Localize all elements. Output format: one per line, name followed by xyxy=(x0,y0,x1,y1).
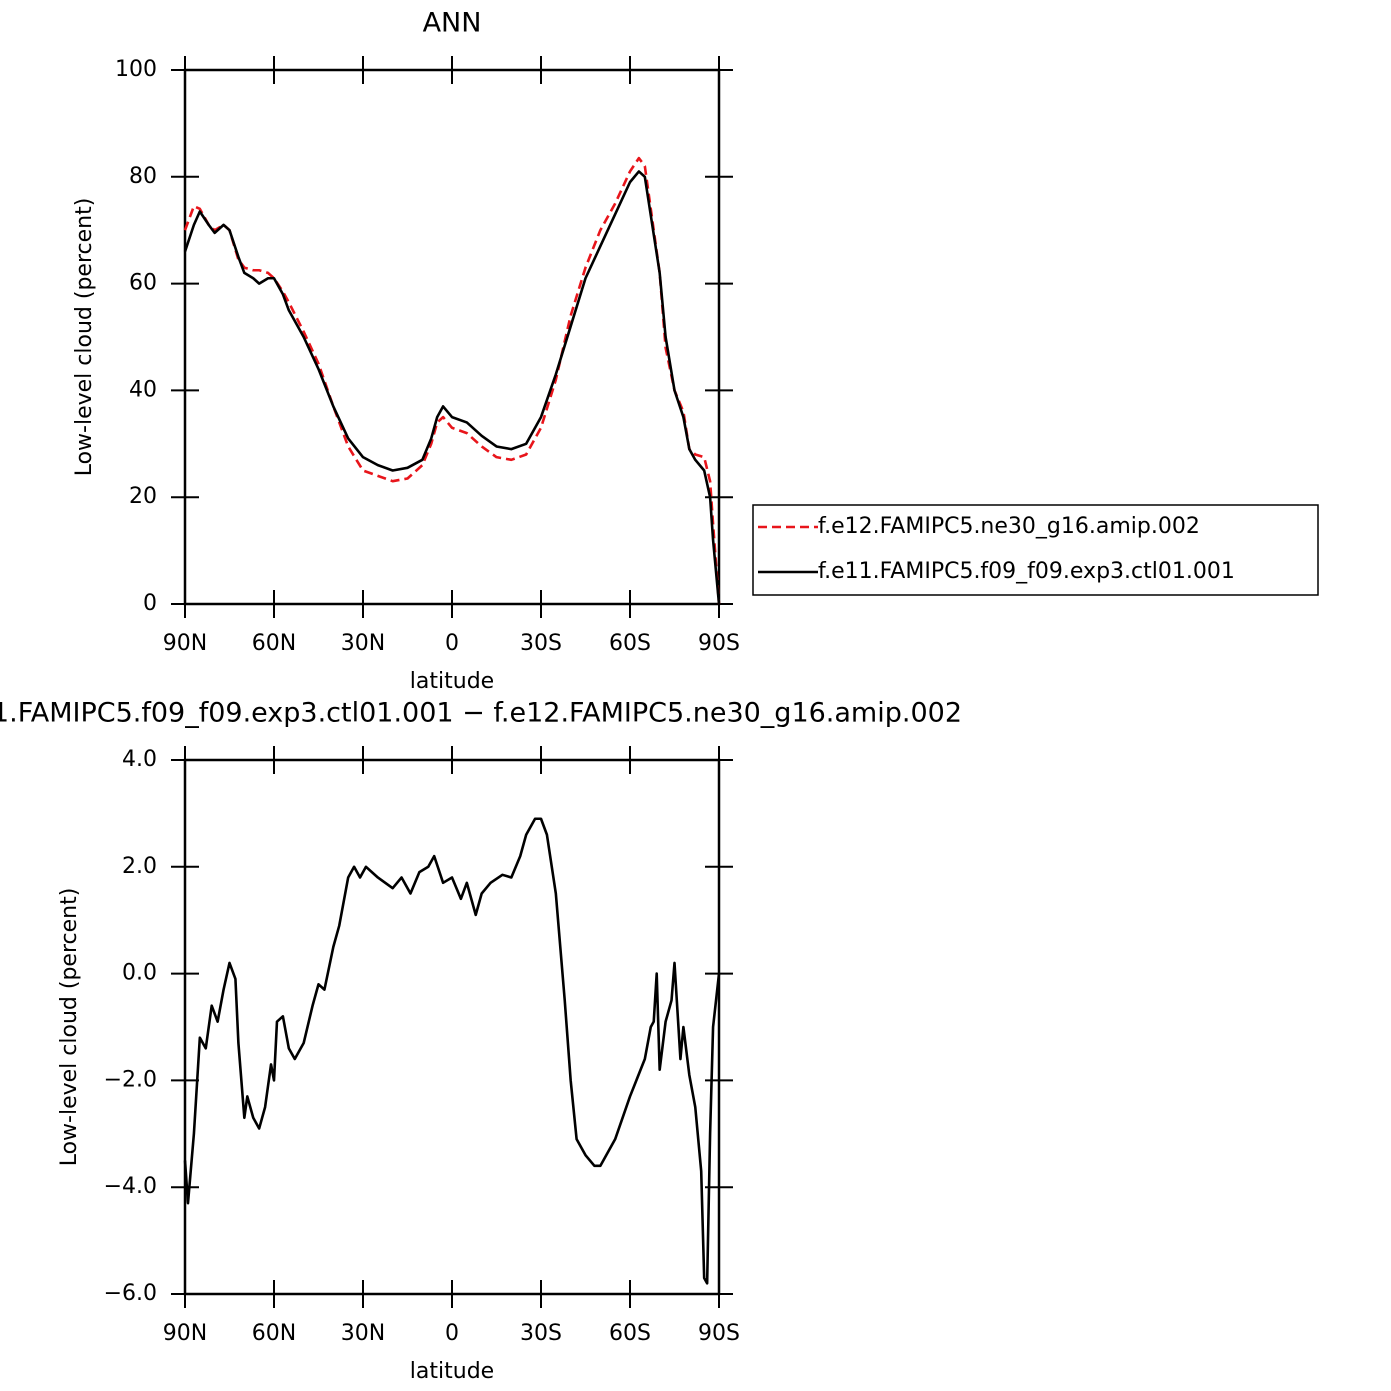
x-tick-label: 30N xyxy=(341,1321,385,1346)
y-tick-label: −4.0 xyxy=(104,1174,157,1199)
legend-label: f.e12.FAMIPC5.ne30_g16.amip.002 xyxy=(818,514,1200,539)
chart-title: ANN xyxy=(423,8,482,39)
x-tick-label: 60S xyxy=(609,1321,651,1346)
x-tick-label: 90S xyxy=(698,631,740,656)
data-line xyxy=(183,156,721,605)
legend-box xyxy=(752,504,1319,596)
data-line xyxy=(183,170,721,605)
plot-frame xyxy=(183,758,721,1296)
x-axis-label: latitude xyxy=(410,669,494,694)
x-tick-label: 0 xyxy=(445,631,459,656)
x-tick-label: 90N xyxy=(163,631,207,656)
x-tick-label: 30S xyxy=(520,1321,562,1346)
y-tick-label: 60 xyxy=(129,271,157,296)
y-tick-label: 4.0 xyxy=(122,747,157,772)
y-axis-label: Low-level cloud (percent) xyxy=(57,888,82,1167)
x-tick-label: 90S xyxy=(698,1321,740,1346)
x-tick-label: 0 xyxy=(445,1321,459,1346)
y-tick-label: 80 xyxy=(129,164,157,189)
y-tick-label: 40 xyxy=(129,377,157,402)
y-tick-label: −2.0 xyxy=(104,1067,157,1092)
plot-frame xyxy=(183,68,721,606)
data-line xyxy=(183,817,721,1285)
legend-label: f.e11.FAMIPC5.f09_f09.exp3.ctl01.001 xyxy=(818,559,1235,584)
x-tick-label: 60S xyxy=(609,631,651,656)
y-tick-label: −6.0 xyxy=(104,1281,157,1306)
y-tick-label: 0.0 xyxy=(122,961,157,986)
x-tick-label: 90N xyxy=(163,1321,207,1346)
y-tick-label: 20 xyxy=(129,484,157,509)
chart-title: f.e11.FAMIPC5.f09_f09.exp3.ctl01.001 − f… xyxy=(0,698,962,729)
y-tick-label: 2.0 xyxy=(122,854,157,879)
y-tick-label: 100 xyxy=(115,57,157,82)
y-axis-label: Low-level cloud (percent) xyxy=(72,198,97,477)
x-axis-label: latitude xyxy=(410,1359,494,1384)
x-tick-label: 30S xyxy=(520,631,562,656)
x-tick-label: 60N xyxy=(252,631,296,656)
y-tick-label: 0 xyxy=(143,591,157,616)
x-tick-label: 60N xyxy=(252,1321,296,1346)
x-tick-label: 30N xyxy=(341,631,385,656)
